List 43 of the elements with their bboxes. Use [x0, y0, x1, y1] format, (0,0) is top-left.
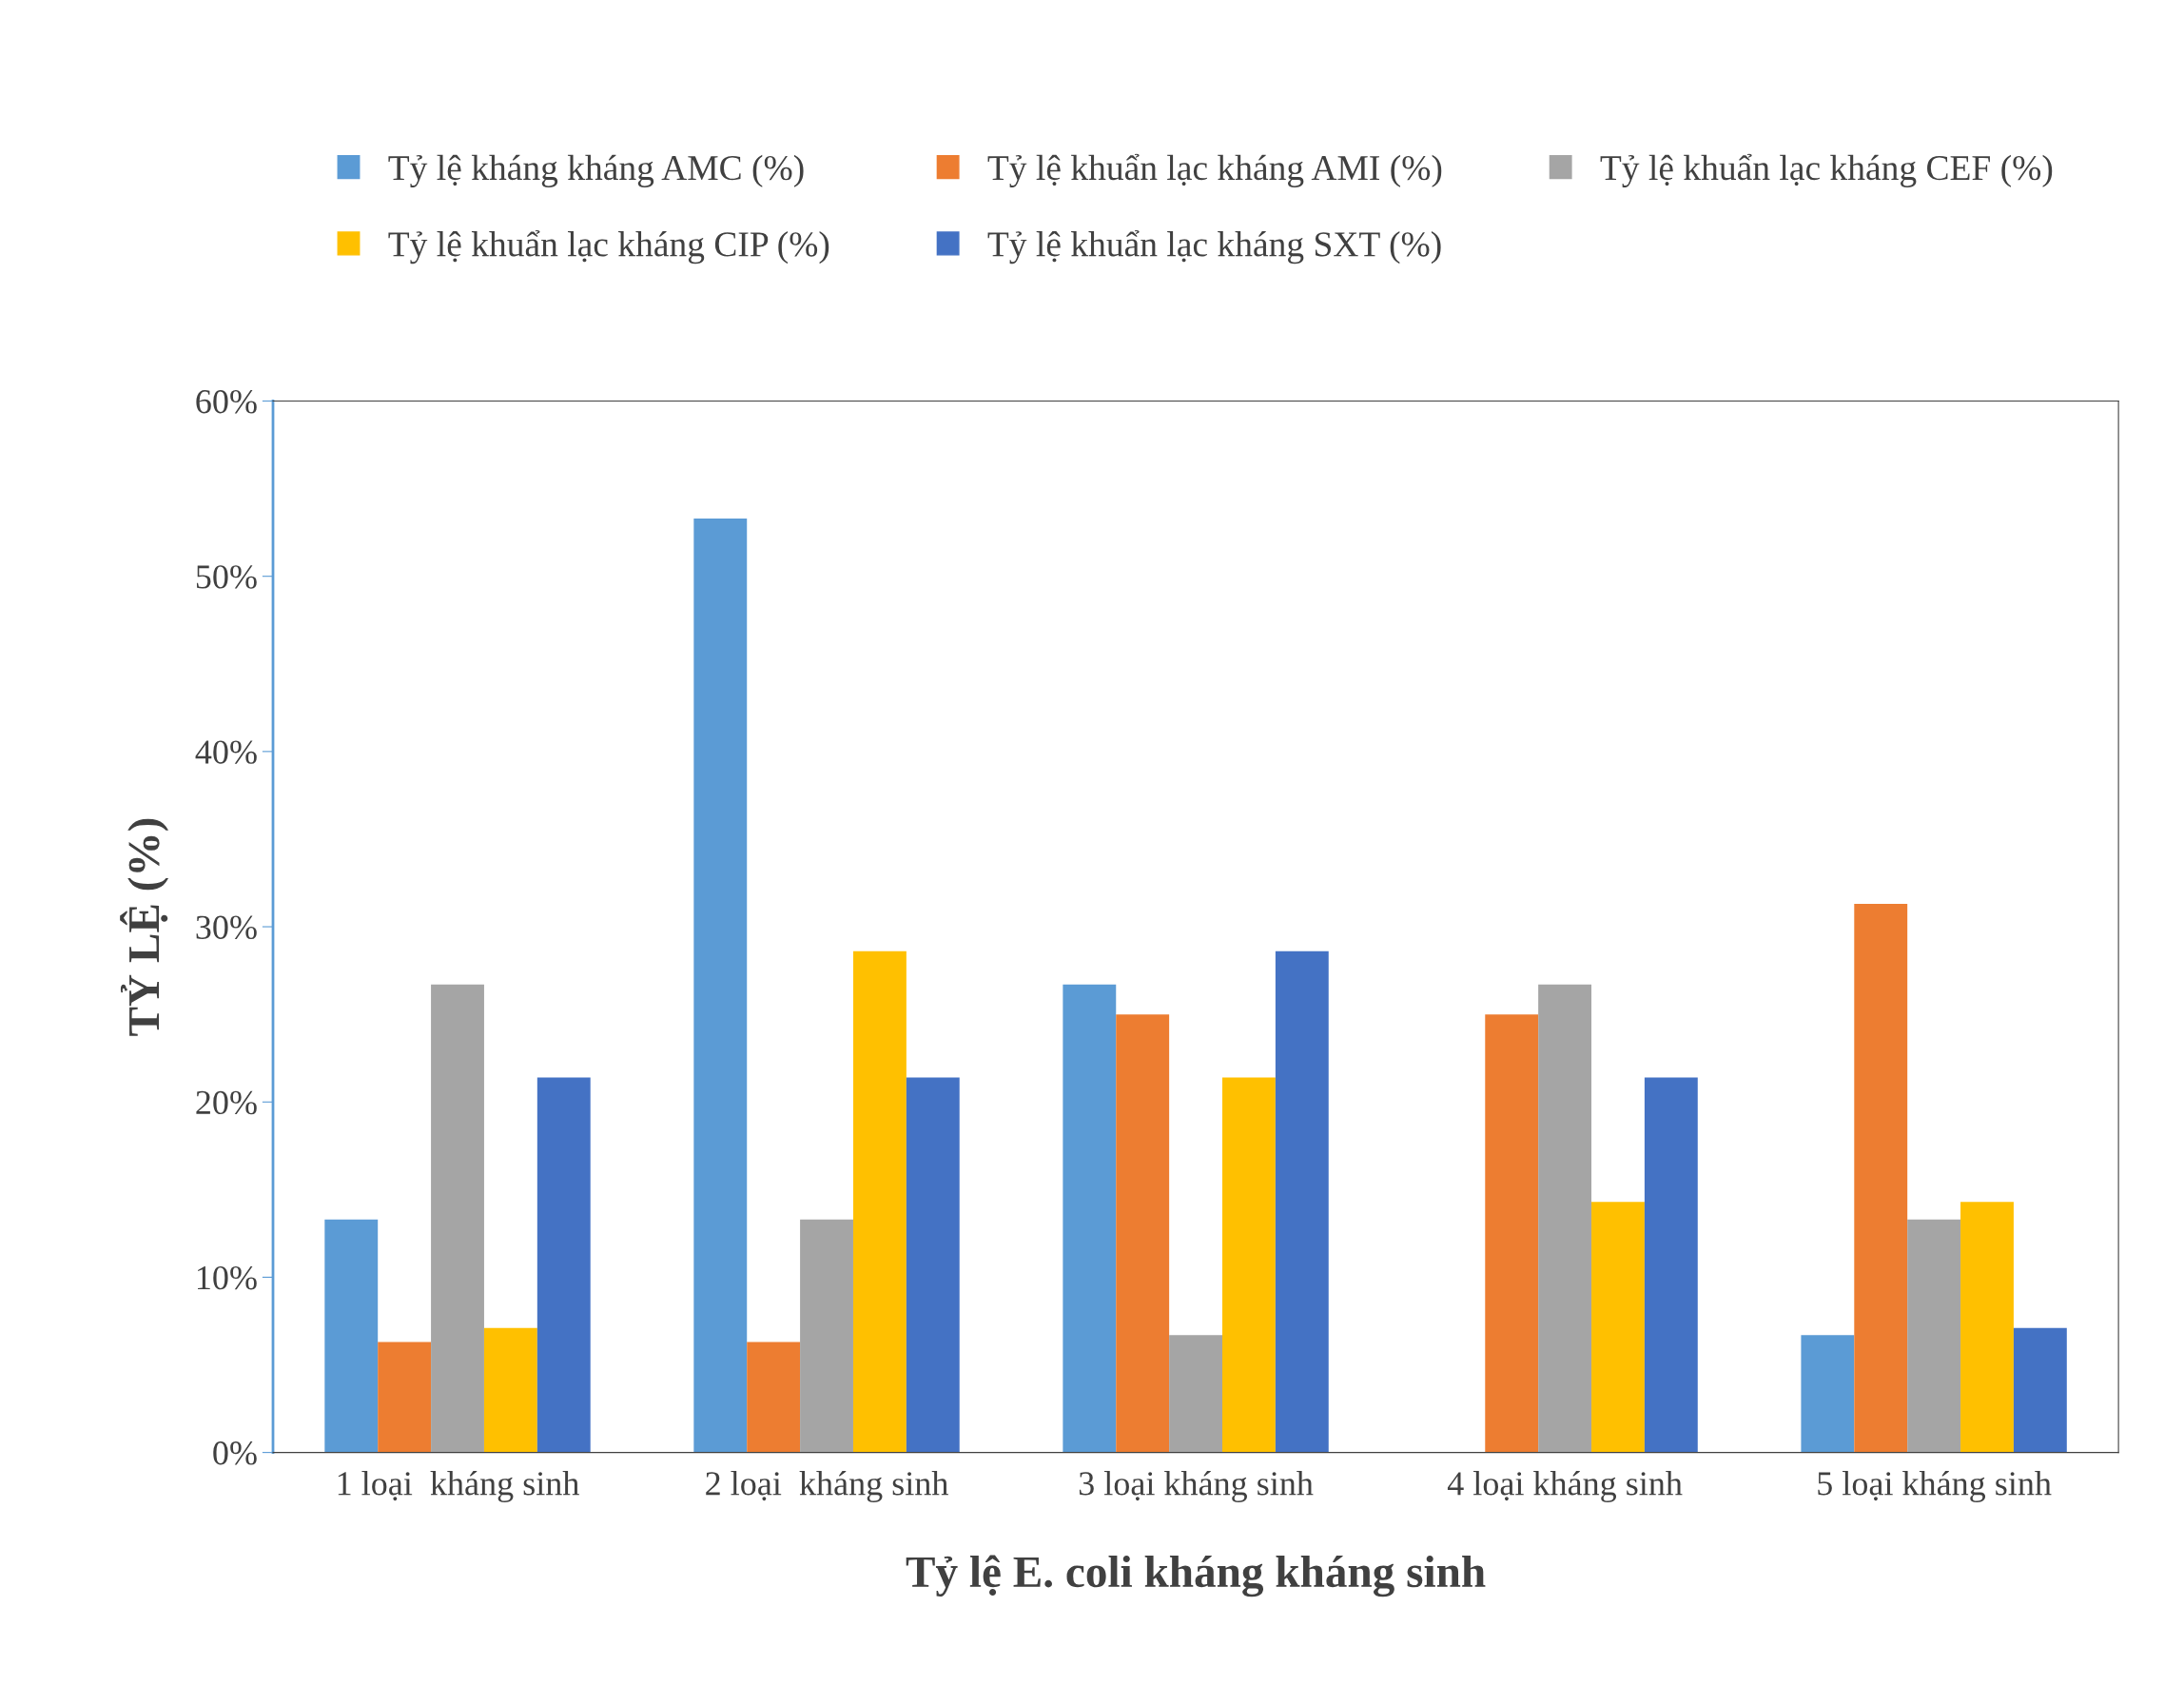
bar	[1854, 904, 1908, 1453]
bar	[693, 518, 748, 1453]
bar	[1644, 1077, 1698, 1453]
y-tick-label: 10%	[198, 1265, 257, 1290]
bar	[1222, 1077, 1276, 1453]
x-tick-label: 5 loại kháng sinh	[1818, 1471, 2052, 1502]
legend-label: Tỷ lệ khuẩn lạc kháng SXT (%)	[987, 229, 1441, 265]
bar	[431, 984, 484, 1453]
legend-label: Tỷ lệ khuẩn lạc kháng AMI (%)	[987, 153, 1442, 187]
bar	[1591, 1202, 1645, 1453]
bar	[1960, 1202, 2014, 1453]
legend-label: Tỷ lệ khuẩn lạc kháng CIP (%)	[388, 229, 829, 265]
bar	[1116, 1014, 1170, 1453]
bar	[1275, 950, 1329, 1453]
x-tick-label: 2 loại kháng sinh	[706, 1471, 948, 1502]
x-tick-label: 1 loại kháng sinh	[338, 1471, 579, 1502]
x-axis-title: Tỷ lệ E. coli kháng kháng sinh	[906, 1555, 1486, 1597]
y-tick-label: 40%	[195, 740, 257, 764]
y-tick-label: 50%	[196, 565, 257, 589]
bar	[1063, 984, 1117, 1453]
legend-label: Tỷ lệ kháng kháng AMC (%)	[388, 154, 804, 187]
y-axis-title: TỶ LỆ (%)	[120, 818, 169, 1036]
bar	[324, 1219, 379, 1453]
bar	[1485, 1014, 1539, 1453]
bar	[2013, 1327, 2067, 1453]
bar	[1538, 984, 1592, 1453]
bar	[483, 1327, 537, 1453]
x-tick-label: 4 loại kháng sinh	[1447, 1471, 1683, 1502]
legend-label: Tỷ lệ khuẩn lạc kháng CEF (%)	[1600, 153, 2053, 187]
bar	[1801, 1335, 1855, 1453]
y-tick-label: 20%	[196, 1090, 257, 1115]
bar	[747, 1342, 801, 1453]
y-tick-label: 0%	[213, 1441, 257, 1465]
bar	[906, 1077, 960, 1453]
bar	[800, 1219, 853, 1453]
x-tick-label: 3 loại kháng sinh	[1079, 1471, 1314, 1502]
y-tick-label: 60%	[196, 390, 257, 414]
bar	[536, 1077, 591, 1453]
y-tick-label: 30%	[196, 915, 257, 940]
bar	[1907, 1219, 1961, 1453]
bar	[852, 950, 907, 1453]
bar	[378, 1342, 432, 1453]
bar	[1169, 1335, 1222, 1453]
